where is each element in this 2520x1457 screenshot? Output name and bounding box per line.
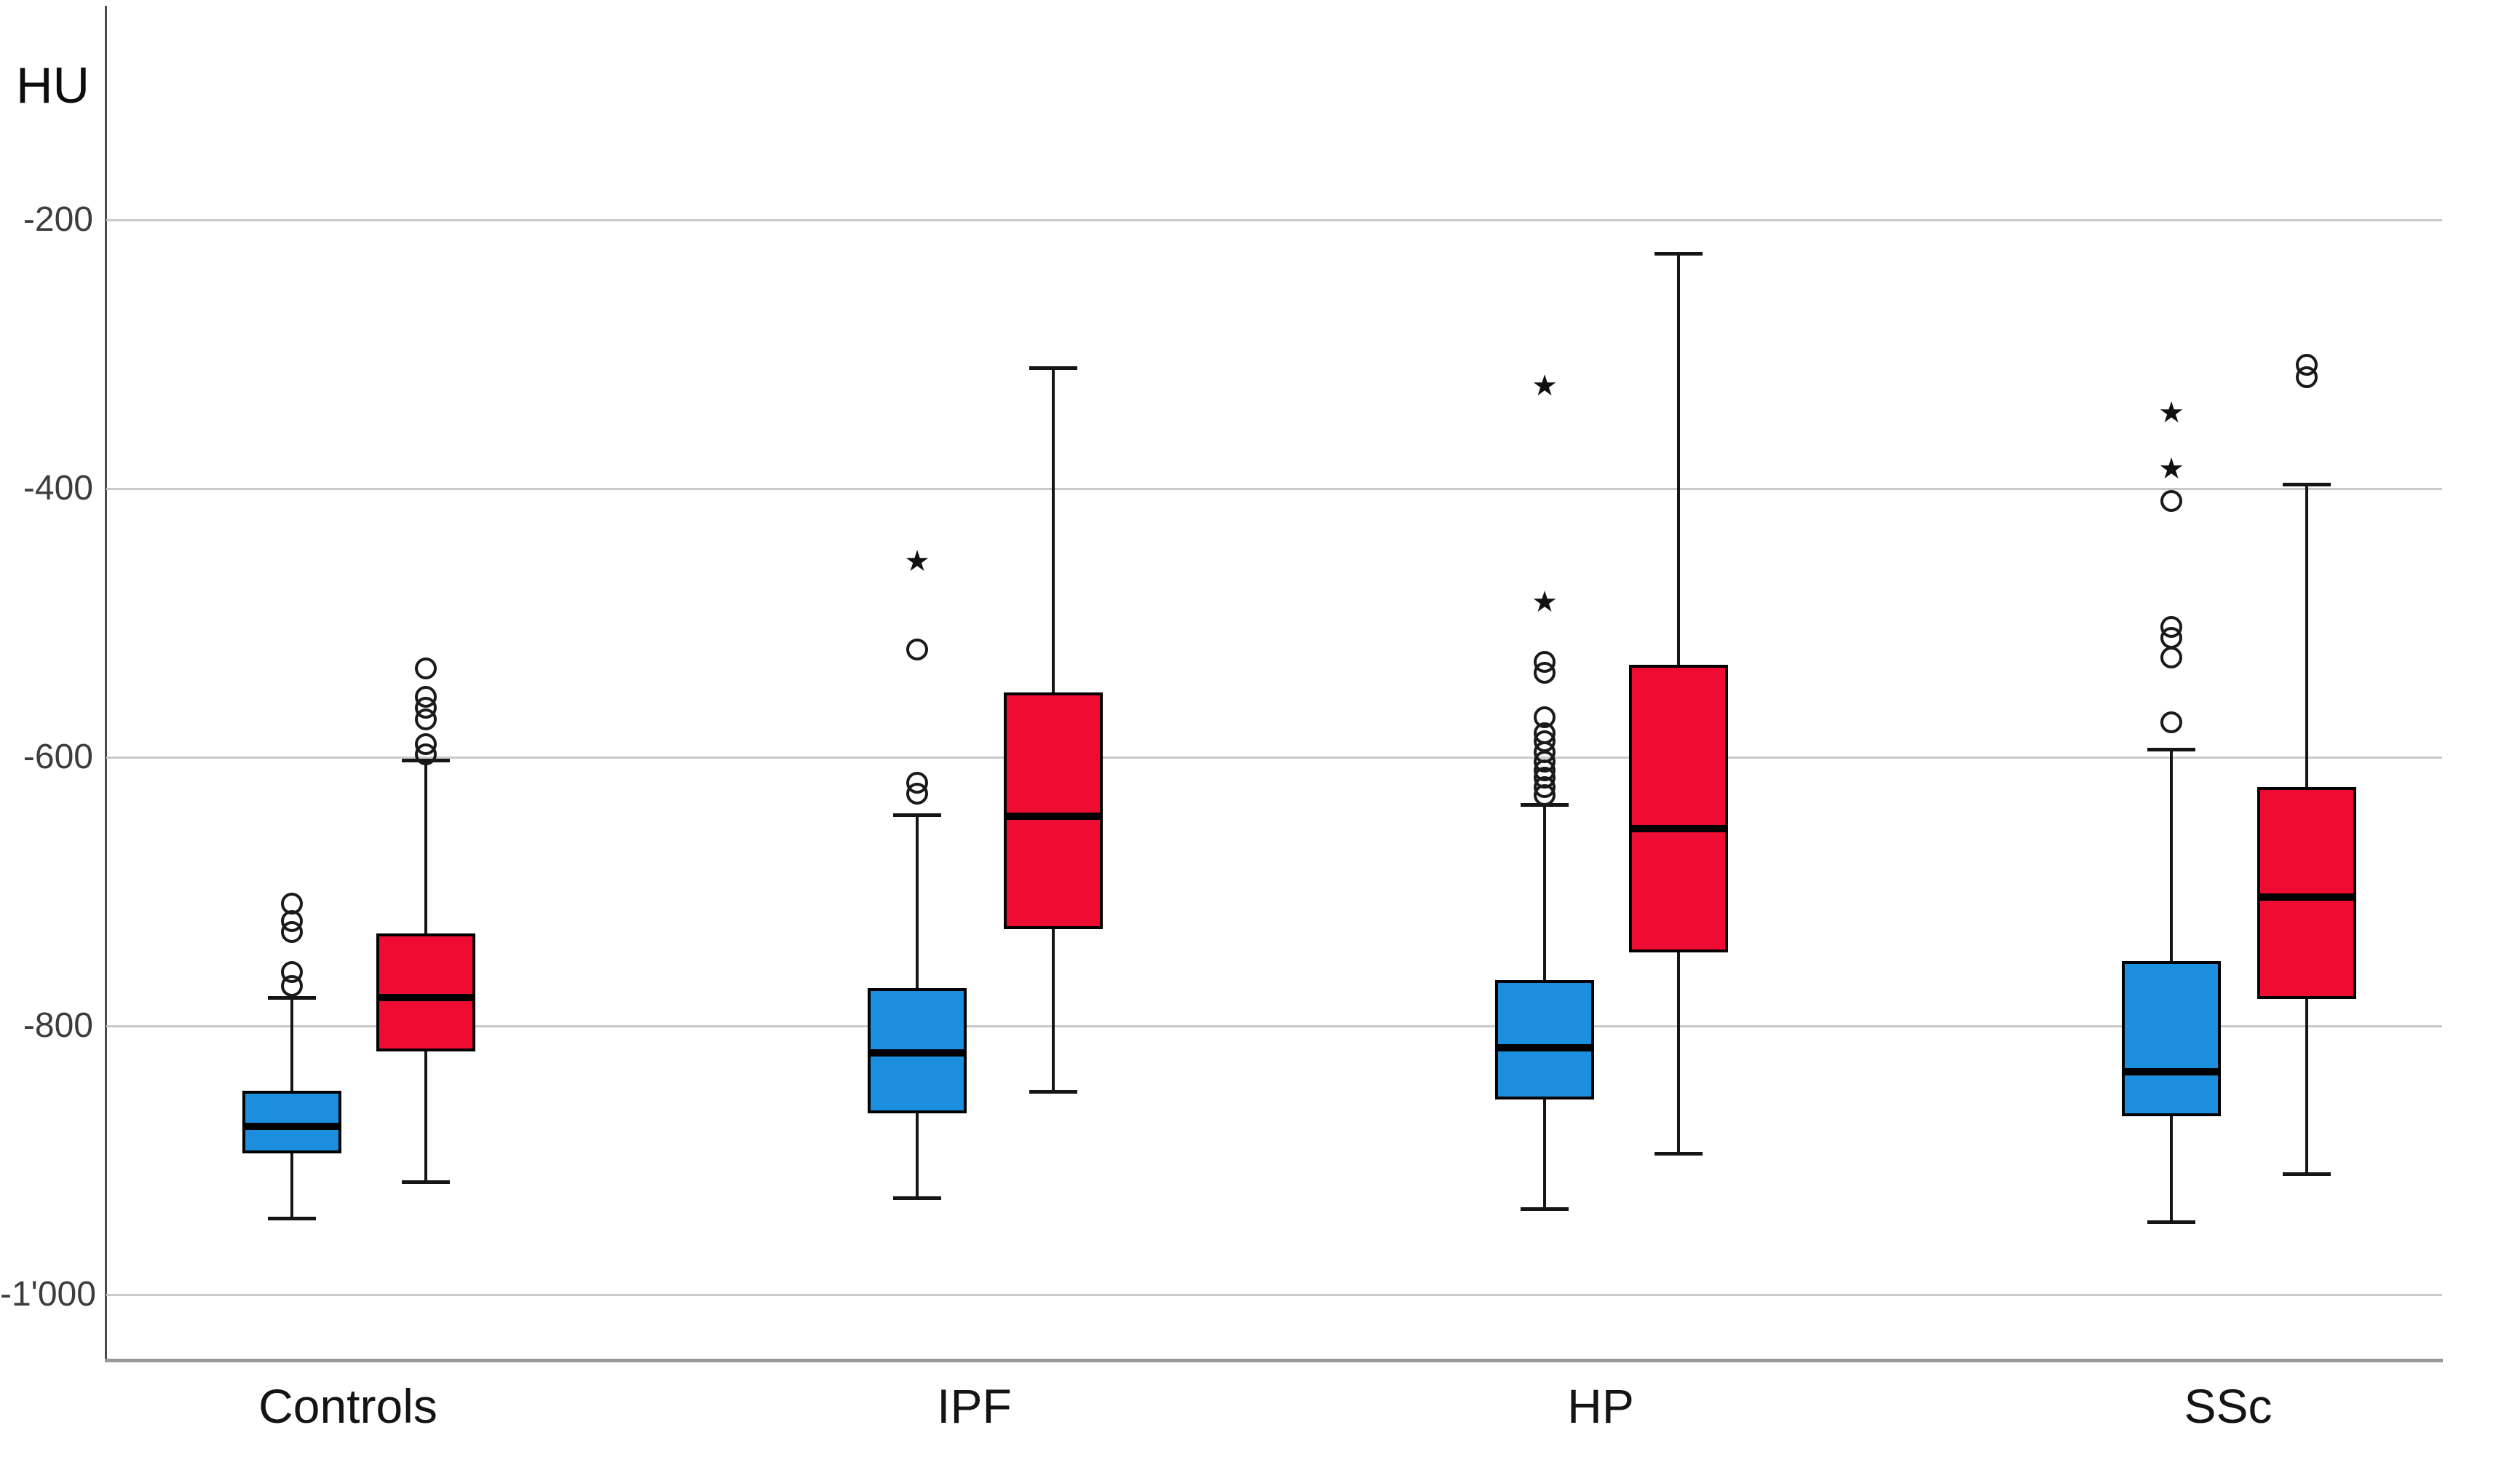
outlier-circle bbox=[906, 639, 928, 661]
outlier-circle bbox=[1534, 783, 1556, 806]
lower-whisker-line bbox=[1677, 952, 1680, 1154]
outlier-circle bbox=[415, 708, 437, 731]
outlier-circle bbox=[415, 658, 437, 680]
median-line bbox=[242, 1123, 341, 1131]
lower-whisker-cap bbox=[2147, 1220, 2195, 1225]
outlier-star: ★ bbox=[1532, 585, 1558, 618]
upper-whisker-line bbox=[2170, 749, 2173, 962]
median-line bbox=[2257, 893, 2356, 901]
upper-whisker-line bbox=[2305, 484, 2308, 787]
box-series-blue-SSc bbox=[2122, 961, 2221, 1116]
box-series-red-Controls bbox=[376, 933, 475, 1052]
upper-whisker-line bbox=[1677, 253, 1680, 665]
median-line bbox=[1004, 813, 1103, 821]
outlier-circle bbox=[281, 920, 303, 943]
y-axis-line bbox=[105, 6, 107, 1362]
outlier-circle bbox=[2160, 647, 2182, 669]
outlier-star: ★ bbox=[2158, 396, 2184, 429]
upper-whisker-cap bbox=[893, 813, 941, 818]
gridline bbox=[106, 1025, 2442, 1027]
lower-whisker-cap bbox=[1029, 1090, 1077, 1094]
median-line bbox=[1629, 824, 1728, 832]
lower-whisker-cap bbox=[1655, 1152, 1703, 1156]
x-category-label: IPF bbox=[937, 1379, 1012, 1433]
lower-whisker-line bbox=[2170, 1116, 2173, 1223]
y-axis-title: HU bbox=[16, 57, 90, 114]
outlier-star: ★ bbox=[2158, 453, 2184, 486]
outlier-circle bbox=[906, 782, 928, 805]
median-line bbox=[1495, 1043, 1594, 1051]
outlier-circle bbox=[415, 743, 437, 766]
lower-whisker-cap bbox=[1521, 1207, 1569, 1211]
median-line bbox=[376, 994, 475, 1002]
outlier-star: ★ bbox=[904, 545, 930, 578]
x-axis-line bbox=[105, 1359, 2443, 1362]
box-series-blue-Controls bbox=[242, 1090, 341, 1154]
outlier-circle bbox=[281, 974, 303, 997]
upper-whisker-cap bbox=[2283, 483, 2331, 487]
outlier-circle bbox=[2160, 626, 2182, 649]
upper-whisker-line bbox=[424, 759, 427, 933]
lower-whisker-line bbox=[916, 1113, 919, 1199]
x-category-label: Controls bbox=[258, 1379, 437, 1433]
box-series-red-IPF bbox=[1004, 692, 1103, 930]
y-tick-label: -1'000 bbox=[0, 1275, 96, 1314]
upper-whisker-cap bbox=[2147, 747, 2195, 751]
outlier-circle bbox=[2160, 489, 2182, 512]
median-line bbox=[868, 1049, 967, 1057]
gridline bbox=[106, 757, 2442, 759]
lower-whisker-cap bbox=[2283, 1172, 2331, 1176]
box-series-blue-HP bbox=[1495, 980, 1594, 1100]
lower-whisker-cap bbox=[268, 1216, 316, 1220]
x-category-label: SSc bbox=[2184, 1379, 2273, 1433]
gridline bbox=[106, 488, 2442, 490]
outlier-circle bbox=[2296, 366, 2318, 388]
box-series-red-HP bbox=[1629, 664, 1728, 952]
y-tick-label: -200 bbox=[23, 200, 93, 239]
gridline bbox=[106, 1294, 2442, 1296]
outlier-star: ★ bbox=[1532, 369, 1558, 402]
lower-whisker-line bbox=[290, 1153, 293, 1218]
lower-whisker-line bbox=[1052, 929, 1055, 1092]
outlier-circle bbox=[1534, 661, 1556, 684]
lower-whisker-cap bbox=[893, 1196, 941, 1201]
lower-whisker-cap bbox=[402, 1180, 450, 1185]
upper-whisker-line bbox=[1543, 804, 1546, 981]
box-series-red-SSc bbox=[2257, 786, 2356, 1000]
lower-whisker-line bbox=[424, 1051, 427, 1182]
upper-whisker-cap bbox=[1655, 252, 1703, 256]
upper-whisker-line bbox=[1052, 367, 1055, 693]
upper-whisker-line bbox=[290, 998, 293, 1091]
median-line bbox=[2122, 1067, 2221, 1075]
x-category-label: HP bbox=[1567, 1379, 1634, 1433]
lower-whisker-line bbox=[1543, 1099, 1546, 1209]
y-tick-label: -800 bbox=[23, 1006, 93, 1045]
outlier-circle bbox=[2160, 711, 2182, 734]
upper-whisker-line bbox=[916, 815, 919, 989]
y-tick-label: -600 bbox=[23, 738, 93, 776]
lower-whisker-line bbox=[2305, 999, 2308, 1174]
upper-whisker-cap bbox=[268, 996, 316, 1000]
gridline bbox=[106, 219, 2442, 221]
y-tick-label: -400 bbox=[23, 469, 93, 508]
upper-whisker-cap bbox=[1029, 366, 1077, 370]
